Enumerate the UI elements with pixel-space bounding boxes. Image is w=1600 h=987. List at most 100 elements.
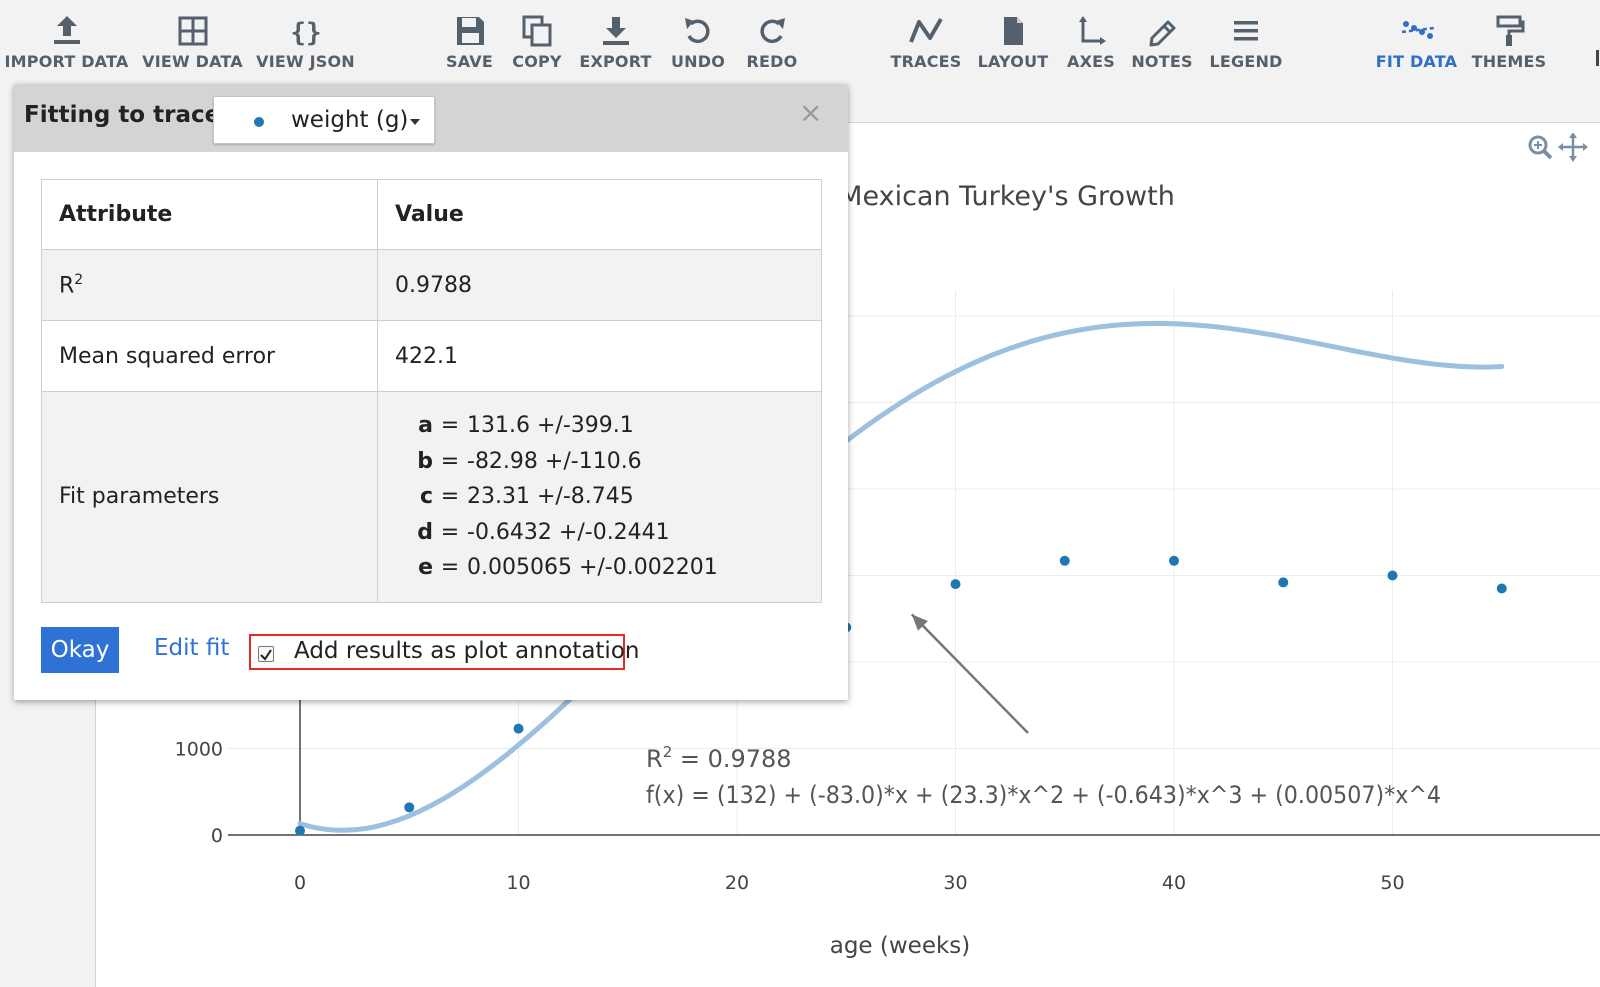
themes-button[interactable]: THEMES xyxy=(1471,0,1547,80)
undo-icon xyxy=(685,18,710,44)
import-data-button[interactable]: IMPORT DATA xyxy=(5,0,128,80)
x-tick-label: 0 xyxy=(294,872,306,894)
document-icon xyxy=(1004,17,1023,45)
r-squared-value: 0.9788 xyxy=(377,249,822,321)
data-point xyxy=(1278,577,1289,588)
svg-text:{}: {} xyxy=(290,18,321,48)
x-tick-label: 10 xyxy=(506,872,530,894)
fit-parameter: c = 23.31 +/-8.745 xyxy=(419,484,634,509)
add-annotation-checkbox[interactable] xyxy=(258,646,274,662)
traces-label: TRACES xyxy=(890,52,962,71)
copy-icon xyxy=(522,15,552,47)
axes-icon xyxy=(1079,16,1106,45)
zoom-icon[interactable] xyxy=(1528,135,1553,160)
legend-label: LEGEND xyxy=(1209,52,1283,71)
data-point xyxy=(295,825,305,836)
okay-button[interactable]: Okay xyxy=(41,627,119,673)
fit-parameters-label: Fit parameters xyxy=(41,391,378,603)
trace-dropdown-value: weight (g) xyxy=(291,107,409,133)
x-axis-title: age (weeks) xyxy=(830,933,971,959)
layout-label: LAYOUT xyxy=(977,52,1049,71)
copy-button[interactable]: COPY xyxy=(512,0,562,80)
redo-icon xyxy=(760,18,785,44)
upload-icon xyxy=(53,16,80,44)
list-icon xyxy=(1234,21,1258,41)
add-annotation-label[interactable]: Add results as plot annotation xyxy=(294,638,640,664)
mse-label: Mean squared error xyxy=(41,320,378,392)
redo-button[interactable]: REDO xyxy=(747,0,797,80)
floppy-disk-icon xyxy=(456,17,484,45)
legend-button[interactable]: LEGEND xyxy=(1209,0,1283,80)
table-row: R2 0.9788 xyxy=(41,249,822,321)
data-point xyxy=(1059,555,1070,566)
undo-label: UNDO xyxy=(670,52,726,71)
annotation-arrow xyxy=(910,613,1029,734)
data-point xyxy=(513,723,524,734)
view-json-button[interactable]: {} VIEW JSON xyxy=(256,0,355,80)
fit-data-icon xyxy=(1401,21,1434,39)
grid-icon xyxy=(178,16,207,46)
fit-parameters-list: a = 131.6 +/-399.1 b = -82.98 +/-110.6 c = 23.… xyxy=(377,391,822,603)
x-tick-label: 50 xyxy=(1380,872,1404,894)
dialog-header: Fitting to trace: weight (g) × xyxy=(14,84,848,152)
import-data-label: IMPORT DATA xyxy=(4,52,129,71)
annotation-r-squared: R2 = 0.9788 xyxy=(646,743,792,773)
layout-button[interactable]: LAYOUT xyxy=(977,0,1049,80)
x-tick-label: 30 xyxy=(943,872,967,894)
axes-button[interactable]: AXES xyxy=(1067,0,1115,80)
data-point xyxy=(1496,583,1507,594)
traces-button[interactable]: TRACES xyxy=(891,0,961,80)
fit-results-dialog: Fitting to trace: weight (g) × Attribute… xyxy=(14,84,848,700)
undo-button[interactable]: UNDO xyxy=(671,0,725,80)
mse-value: 422.1 xyxy=(377,320,822,392)
copy-label: COPY xyxy=(512,52,562,71)
notes-label: NOTES xyxy=(1131,52,1193,71)
data-point xyxy=(1387,570,1398,581)
dialog-title: Fitting to trace: xyxy=(24,102,230,128)
edit-fit-link[interactable]: Edit fit xyxy=(154,635,230,661)
pan-icon[interactable] xyxy=(1558,132,1588,162)
line-chart-icon xyxy=(909,17,943,43)
checkmark-icon xyxy=(260,649,272,661)
fit-curve xyxy=(297,321,1505,833)
fit-data-button[interactable]: FIT DATA xyxy=(1375,0,1458,80)
view-json-label: VIEW JSON xyxy=(256,52,355,71)
annotation-arrowhead xyxy=(911,614,928,631)
braces-icon: {} xyxy=(290,18,321,48)
plot-modebar xyxy=(1525,132,1595,163)
fit-results-table: Attribute Value R2 0.9788 Mean squared e… xyxy=(41,179,822,603)
y-tick-label: 1000 xyxy=(175,739,223,761)
pencil-icon xyxy=(1149,20,1176,47)
save-button[interactable]: SAVE xyxy=(446,0,493,80)
y-tick-label: 0 xyxy=(211,825,223,847)
table-row: Mean squared error 422.1 xyxy=(41,320,822,392)
export-button[interactable]: EXPORT xyxy=(579,0,651,80)
toolbar: IMPORT DATA VIEW DATA {} VIEW JSON SAVE … xyxy=(0,0,1600,80)
data-point xyxy=(404,802,415,813)
themes-label: THEMES xyxy=(1471,52,1547,71)
redo-label: REDO xyxy=(746,52,798,71)
fit-parameter: e = 0.005065 +/-0.002201 xyxy=(418,555,718,580)
download-icon xyxy=(602,17,629,45)
table-row: Fit parameters a = 131.6 +/-399.1 b = -82.98… xyxy=(41,391,822,603)
close-icon[interactable]: × xyxy=(799,96,823,129)
x-tick-label: 40 xyxy=(1162,872,1186,894)
chart-title: Mexican Turkey's Growth xyxy=(839,181,1175,212)
fit-parameter: a = 131.6 +/-399.1 xyxy=(418,413,634,438)
notes-button[interactable]: NOTES xyxy=(1131,0,1193,80)
save-label: SAVE xyxy=(446,52,493,71)
column-header: Attribute xyxy=(41,179,378,250)
axes-label: AXES xyxy=(1067,52,1115,71)
fit-data-label: FIT DATA xyxy=(1375,52,1458,71)
data-point xyxy=(950,579,961,590)
x-tick-label: 20 xyxy=(725,872,749,894)
fit-parameter: b = -82.98 +/-110.6 xyxy=(417,448,642,474)
data-point xyxy=(1169,555,1179,566)
r-squared-label: R2 xyxy=(41,249,378,321)
paint-roller-icon xyxy=(1496,15,1525,46)
trace-dropdown[interactable]: weight (g) xyxy=(213,96,435,144)
view-data-button[interactable]: VIEW DATA xyxy=(142,0,243,80)
fit-parameter: d = -0.6432 +/-0.2441 xyxy=(417,519,670,545)
add-annotation-option: Add results as plot annotation xyxy=(249,634,639,670)
